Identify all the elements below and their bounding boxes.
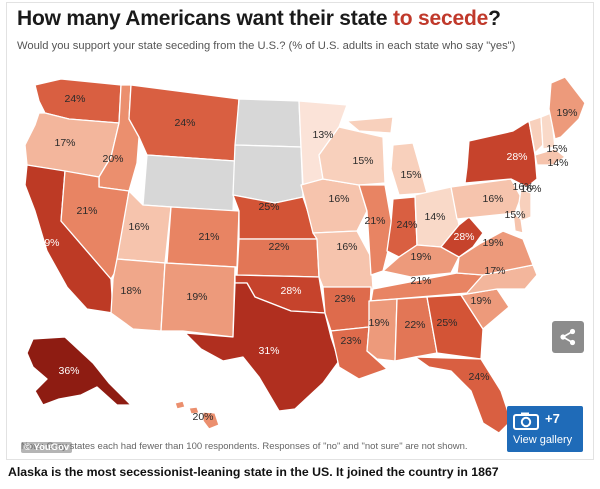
chart-subtitle: Would you support your state seceding fr… (17, 40, 516, 52)
gallery-label: View gallery (513, 434, 573, 446)
state-label-ga: 25% (436, 317, 457, 329)
state-ia (300, 178, 368, 234)
state-label-de: 16% (520, 183, 541, 195)
state-label-vt: 15% (546, 143, 567, 155)
state-label-ok: 28% (280, 285, 301, 297)
image-caption: Alaska is the most secessionist-leaning … (8, 465, 499, 479)
state-de (512, 212, 524, 234)
state-label-ny: 28% (506, 151, 527, 163)
share-icon (560, 328, 576, 346)
state-nm (160, 262, 236, 338)
share-button[interactable] (552, 321, 584, 353)
state-label-or: 17% (54, 137, 75, 149)
state-label-ne: 25% (258, 201, 279, 213)
us-map: 24% 17% 29% 20% 21% 24% 16% 18% 21% 19% 25% 22% 28% 3… (24, 76, 586, 434)
state-label-ma: 16% (512, 181, 533, 193)
state-label-hi: 20% (192, 411, 213, 423)
state-label-al: 22% (404, 319, 425, 331)
state-label-ky: 19% (410, 251, 431, 263)
title-end: ? (488, 7, 501, 30)
state-label-mo: 16% (336, 241, 357, 253)
state-label-la: 23% (340, 335, 361, 347)
state-label-mi: 15% (400, 169, 421, 181)
state-label-nc: 17% (484, 265, 505, 277)
chart-title: How many Americans want their state to s… (17, 7, 587, 31)
source-watermark: © YouGov (21, 442, 73, 453)
state-fl (414, 356, 512, 434)
state-label-nh: 14% (547, 157, 568, 169)
state-label-az: 18% (120, 285, 141, 297)
state-label-il: 21% (364, 215, 385, 227)
camera-icon (513, 412, 539, 430)
state-label-co: 21% (198, 231, 219, 243)
labels-layer: 24% 17% 29% 20% 21% 24% 16% 18% 21% 19% 25% 22% 28% 3… (38, 93, 577, 423)
state-va (456, 230, 534, 276)
state-label-pa: 16% (482, 193, 503, 205)
state-al (394, 296, 438, 362)
state-ma (534, 148, 566, 166)
state-label-in: 24% (396, 219, 417, 231)
state-label-nv: 21% (76, 205, 97, 217)
state-label-id: 20% (102, 153, 123, 165)
state-wv (440, 216, 484, 258)
state-me (548, 76, 586, 140)
state-wy (142, 154, 236, 212)
state-label-ca: 29% (38, 237, 59, 249)
title-highlight: to secede (392, 7, 489, 30)
state-ak (26, 336, 132, 406)
state-label-sc: 19% (470, 295, 491, 307)
view-gallery-button[interactable]: +7 View gallery (507, 406, 583, 452)
footnote: Note: Gray states each had fewer than 10… (21, 441, 468, 452)
title-main: How many Americans want their state (17, 7, 393, 30)
state-ms (366, 298, 398, 362)
state-label-ia: 16% (328, 193, 349, 205)
state-label-wv: 28% (453, 231, 474, 243)
state-nj (518, 188, 532, 222)
state-ga (426, 294, 484, 360)
state-label-tn: 21% (410, 275, 431, 287)
state-label-me: 19% (556, 107, 577, 119)
state-label-mn: 13% (312, 129, 333, 141)
state-label-fl: 24% (468, 371, 489, 383)
state-label-mt: 24% (174, 117, 195, 129)
state-label-wa: 24% (64, 93, 85, 105)
state-label-nm: 19% (186, 291, 207, 303)
state-label-ar: 23% (334, 293, 355, 305)
state-label-va: 19% (482, 237, 503, 249)
states-layer (24, 76, 586, 434)
state-label-oh: 14% (424, 211, 445, 223)
state-label-tx: 31% (258, 345, 279, 357)
state-label-nj: 15% (504, 209, 525, 221)
state-label-ks: 22% (268, 241, 289, 253)
infographic-card: How many Americans want their state to s… (6, 2, 594, 460)
state-mo (312, 230, 374, 290)
state-ny (464, 120, 538, 188)
state-ut (116, 190, 172, 264)
state-tx (184, 282, 340, 412)
state-label-ms: 19% (368, 317, 389, 329)
state-label-wi: 15% (352, 155, 373, 167)
state-nd (234, 98, 302, 148)
state-hi (174, 400, 220, 430)
state-label-ak: 36% (58, 365, 79, 377)
gallery-count: +7 (545, 411, 560, 426)
state-label-ut: 16% (128, 221, 149, 233)
state-sd (232, 144, 304, 204)
